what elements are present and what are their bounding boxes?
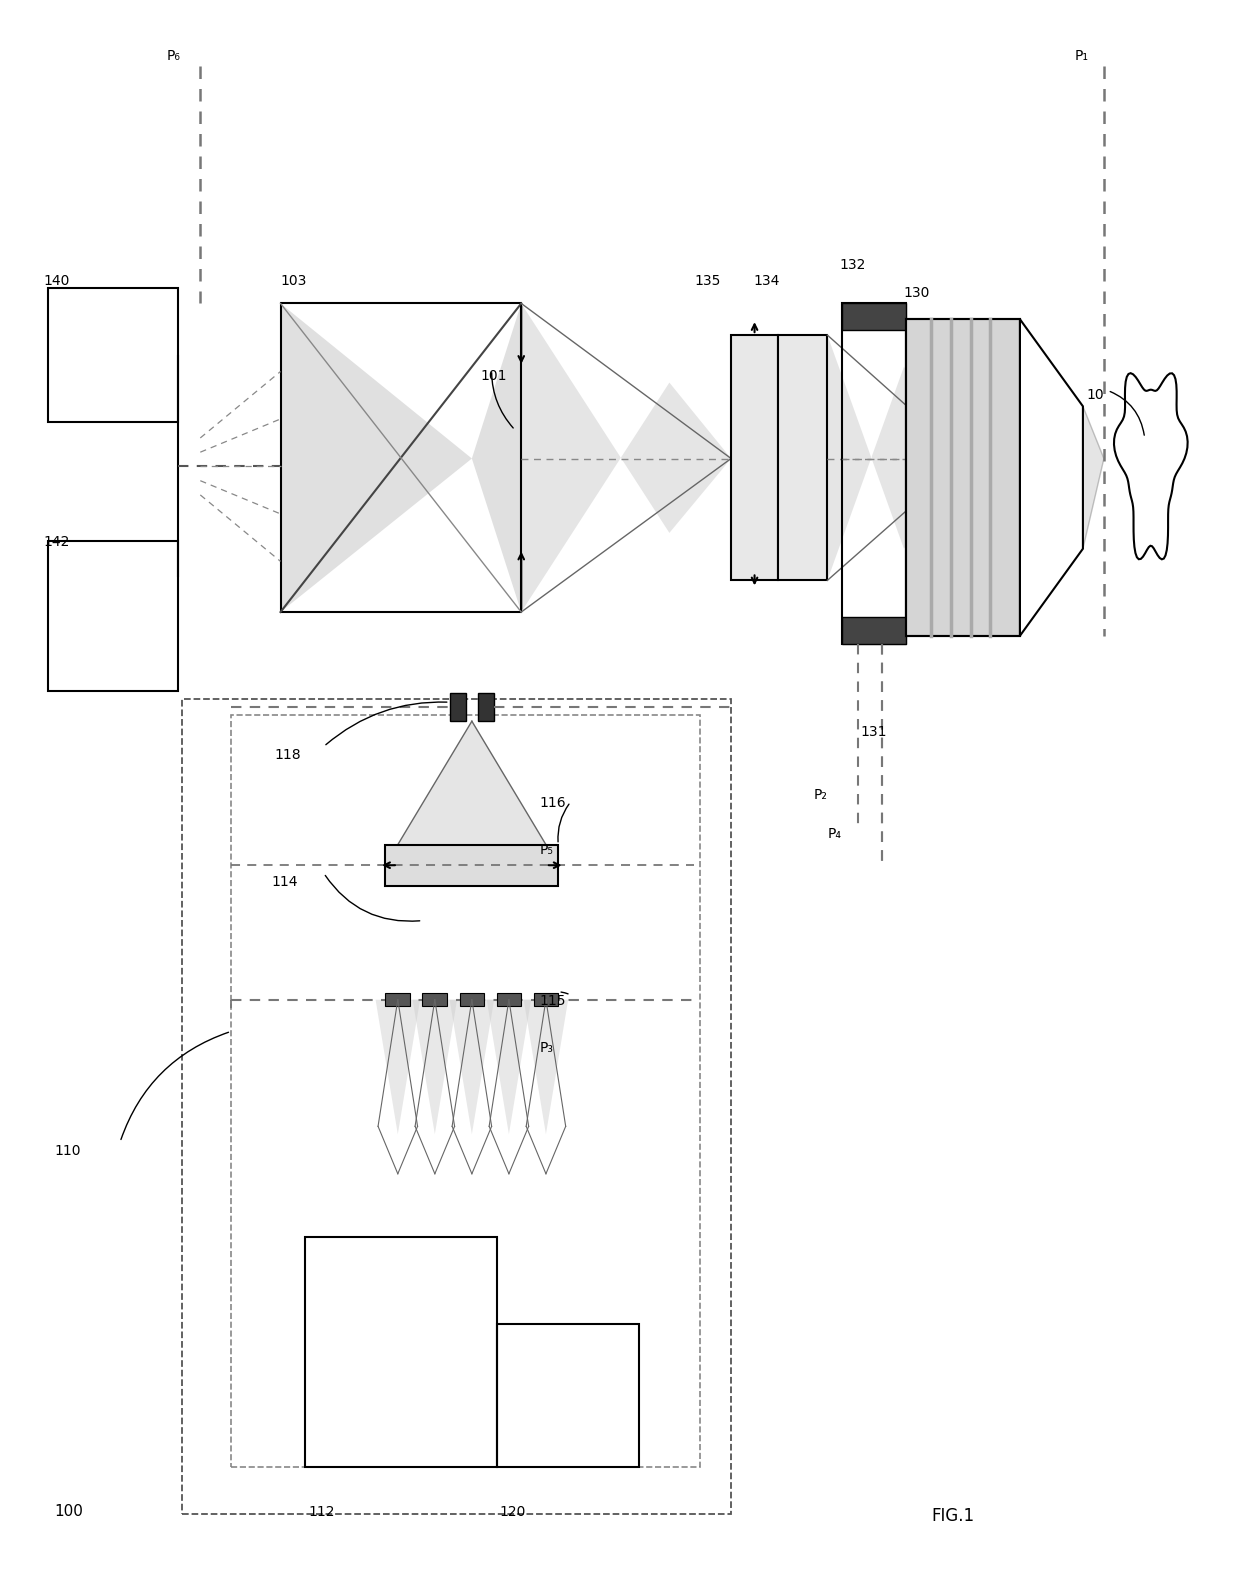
Text: P₄: P₄ — [827, 827, 842, 842]
Text: P₁: P₁ — [1074, 49, 1089, 64]
Text: 131: 131 — [861, 724, 887, 738]
Bar — [906, 319, 1021, 635]
Text: P₃: P₃ — [539, 1042, 554, 1054]
Text: 103: 103 — [280, 273, 308, 287]
Bar — [231, 715, 701, 1467]
Bar — [280, 303, 521, 611]
Polygon shape — [521, 303, 732, 611]
Polygon shape — [523, 1000, 568, 1134]
Text: 118: 118 — [274, 748, 301, 762]
Text: 132: 132 — [839, 257, 866, 272]
Polygon shape — [386, 721, 558, 865]
Text: P₆: P₆ — [167, 49, 181, 64]
Bar — [450, 692, 466, 721]
Text: P₂: P₂ — [813, 788, 827, 802]
Text: 120: 120 — [498, 1505, 526, 1518]
FancyArrowPatch shape — [491, 373, 513, 429]
Bar — [732, 335, 777, 580]
Bar — [48, 542, 179, 691]
Bar — [460, 994, 484, 1007]
Text: P₅: P₅ — [539, 843, 553, 858]
Text: 134: 134 — [754, 273, 780, 287]
Polygon shape — [1114, 373, 1188, 559]
FancyArrowPatch shape — [325, 875, 419, 921]
Text: 130: 130 — [904, 286, 930, 300]
Text: 115: 115 — [539, 994, 567, 1008]
Bar — [182, 699, 732, 1513]
Text: FIG.1: FIG.1 — [931, 1507, 975, 1524]
Polygon shape — [1021, 319, 1083, 635]
Text: 140: 140 — [43, 273, 69, 287]
Polygon shape — [486, 1000, 531, 1134]
Polygon shape — [472, 303, 521, 611]
Bar — [842, 616, 906, 643]
Text: 101: 101 — [481, 368, 507, 383]
Bar — [479, 692, 494, 721]
Bar — [842, 303, 906, 330]
Polygon shape — [450, 1000, 494, 1134]
Text: 110: 110 — [55, 1143, 81, 1158]
Polygon shape — [413, 1000, 458, 1134]
Text: 10: 10 — [1086, 387, 1105, 402]
Text: 135: 135 — [694, 273, 720, 287]
FancyArrowPatch shape — [558, 804, 569, 842]
Bar — [777, 335, 827, 580]
Text: 100: 100 — [55, 1504, 83, 1518]
FancyArrowPatch shape — [122, 1032, 228, 1140]
Bar — [842, 303, 906, 643]
Bar — [906, 319, 1021, 635]
Polygon shape — [280, 303, 472, 611]
Bar — [386, 994, 410, 1007]
Bar — [386, 845, 558, 886]
Bar — [533, 994, 558, 1007]
Bar — [496, 994, 521, 1007]
FancyArrowPatch shape — [326, 702, 446, 745]
FancyArrowPatch shape — [560, 992, 568, 994]
Polygon shape — [1083, 407, 1104, 549]
Bar — [496, 1324, 639, 1467]
Polygon shape — [827, 335, 966, 580]
Text: 114: 114 — [272, 875, 299, 889]
Bar — [305, 1237, 496, 1467]
FancyArrowPatch shape — [1110, 392, 1145, 435]
Text: 142: 142 — [43, 535, 69, 549]
Polygon shape — [376, 1000, 420, 1134]
Bar — [423, 994, 448, 1007]
Text: 116: 116 — [539, 796, 567, 810]
Bar — [48, 287, 179, 422]
Text: 112: 112 — [309, 1505, 335, 1518]
